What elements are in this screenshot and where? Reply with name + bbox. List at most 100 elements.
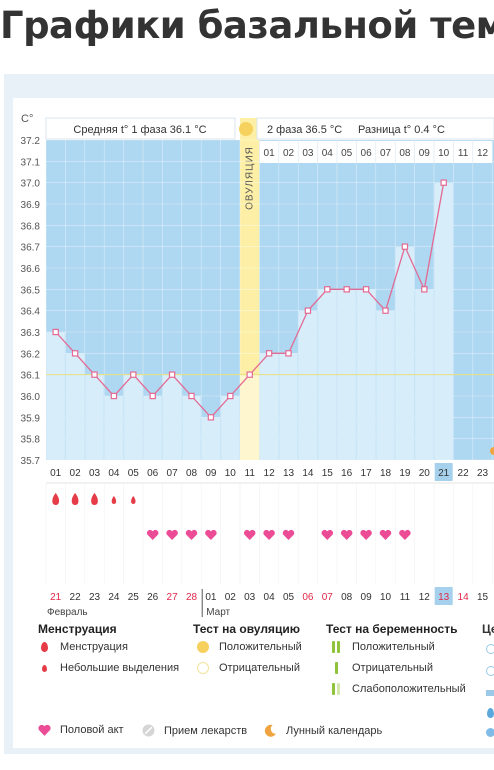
day-bar [65, 353, 85, 460]
heart-icon [321, 529, 334, 540]
cycle-day-row [46, 461, 494, 483]
calendar-date-label[interactable]: 11 [400, 592, 411, 603]
calendar-date-label[interactable]: 02 [225, 592, 237, 603]
calendar-date-label[interactable]: 21 [50, 592, 62, 603]
calendar-date-label[interactable]: 13 [438, 592, 450, 603]
phase2-day-cell [375, 141, 396, 163]
cycle-day-label[interactable]: 10 [225, 468, 237, 479]
legend: Менструация Менструация Небольшие выделе… [30, 620, 494, 750]
temperature-point[interactable] [401, 243, 409, 250]
temperature-point[interactable] [421, 286, 428, 293]
calendar-date-label[interactable]: 14 [458, 592, 470, 603]
phase2-day-label: 07 [380, 148, 392, 159]
cycle-day-label[interactable]: 06 [147, 468, 159, 479]
calendar-date-label[interactable]: 22 [70, 592, 82, 603]
temperature-point[interactable] [265, 350, 273, 357]
legend-medication: Прием лекарств [138, 724, 247, 737]
day-bar [143, 396, 162, 460]
calendar-date-label[interactable]: 27 [167, 592, 179, 603]
temperature-point[interactable] [304, 307, 312, 314]
y-tick-label: 36.5 [21, 285, 41, 296]
cycle-day-label[interactable]: 20 [419, 468, 431, 479]
temperature-point[interactable] [52, 328, 59, 336]
calendar-date-label[interactable]: 26 [147, 592, 159, 603]
cycle-day-label[interactable]: 17 [361, 468, 373, 479]
temperature-point[interactable] [440, 179, 447, 186]
day-bar [298, 310, 318, 460]
y-tick-label: 37.2 [21, 136, 41, 147]
calendar-date-label[interactable]: 01 [205, 592, 217, 603]
heart-icon [243, 529, 256, 540]
cycle-day-label[interactable]: 02 [70, 468, 82, 479]
calendar-date-label[interactable]: 15 [477, 592, 489, 603]
calendar-date-label[interactable]: 05 [283, 592, 295, 603]
cycle-day-label[interactable]: 09 [205, 468, 217, 479]
cycle-day-label[interactable]: 22 [458, 468, 470, 479]
cycle-day-label[interactable]: 08 [186, 468, 198, 479]
calendar-date-label[interactable]: 12 [419, 592, 431, 603]
temperature-point[interactable] [285, 350, 292, 357]
cycle-day-label[interactable]: 18 [380, 468, 392, 479]
cycle-day-label[interactable]: 13 [283, 468, 295, 479]
weak-bar-icon [332, 683, 335, 695]
cycle-day-label[interactable]: 16 [341, 468, 353, 479]
cycle-day-label[interactable]: 03 [89, 468, 101, 479]
temperature-point[interactable] [343, 286, 350, 293]
cycle-day-label[interactable]: 04 [108, 468, 120, 479]
heart-icon [399, 529, 411, 540]
phase2-day-cell [298, 141, 318, 163]
cycle-day-label[interactable]: 12 [264, 468, 276, 479]
calendar-date-label[interactable]: 06 [302, 592, 314, 603]
moon-marker-icon [490, 447, 494, 455]
legend-spotting-item: Небольшие выделения [34, 662, 179, 674]
calendar-date-label[interactable]: 07 [322, 592, 334, 603]
heart-icon [379, 529, 392, 540]
header-phase1: Средняя t° 1 фаза 36.1 °С [73, 124, 206, 136]
temperature-point[interactable] [71, 350, 79, 357]
temperature-point[interactable] [362, 286, 370, 293]
temperature-point[interactable] [168, 371, 176, 378]
temperature-point[interactable] [227, 392, 234, 400]
heart-icon [185, 529, 198, 540]
calendar-date-label[interactable]: 10 [380, 592, 392, 603]
temperature-point[interactable] [324, 286, 331, 293]
day-bar [259, 353, 279, 460]
y-tick-label: 36.1 [21, 371, 41, 382]
temperature-point[interactable] [246, 371, 253, 378]
calendar-date-label[interactable]: 24 [108, 592, 120, 603]
phase2-day-label: 02 [283, 148, 295, 159]
phase2-day-label: 09 [419, 148, 431, 159]
yellow-circle-icon [197, 641, 209, 653]
calendar-date-label[interactable]: 25 [128, 592, 140, 603]
cycle-day-label[interactable]: 07 [167, 468, 179, 479]
cycle-day-label[interactable]: 21 [438, 468, 450, 479]
calendar-date-label[interactable]: 28 [186, 592, 198, 603]
cycle-day-label[interactable]: 11 [245, 468, 256, 479]
temperature-point[interactable] [382, 307, 389, 314]
day-bar [46, 332, 65, 460]
cycle-day-label[interactable]: 19 [399, 468, 411, 479]
temperature-point[interactable] [110, 392, 118, 400]
day-bar [395, 246, 415, 460]
page-title: Графики базальной температуры [0, 4, 494, 47]
calendar-date-label[interactable]: 08 [341, 592, 353, 603]
temperature-point[interactable] [188, 392, 195, 400]
calendar-date-label[interactable]: 23 [89, 592, 101, 603]
y-tick-label: 36.4 [21, 307, 41, 318]
calendar-date-label[interactable]: 04 [264, 592, 276, 603]
cycle-day-label[interactable]: 14 [302, 468, 314, 479]
temperature-point[interactable] [91, 371, 98, 378]
heart-icon [205, 529, 217, 540]
calendar-date-label[interactable]: 03 [244, 592, 256, 603]
cycle-day-label[interactable]: 01 [50, 468, 62, 479]
extra-icon-4 [487, 708, 494, 718]
temperature-point[interactable] [207, 414, 215, 421]
cycle-day-label[interactable]: 05 [128, 468, 140, 479]
cycle-day-label[interactable]: 15 [322, 468, 334, 479]
calendar-date-label[interactable]: 09 [361, 592, 373, 603]
temperature-point[interactable] [149, 392, 156, 400]
temperature-point[interactable] [130, 371, 137, 378]
y-tick-label: 36.6 [21, 264, 41, 275]
phase2-day-cell [356, 141, 376, 163]
cycle-day-label[interactable]: 23 [477, 468, 489, 479]
